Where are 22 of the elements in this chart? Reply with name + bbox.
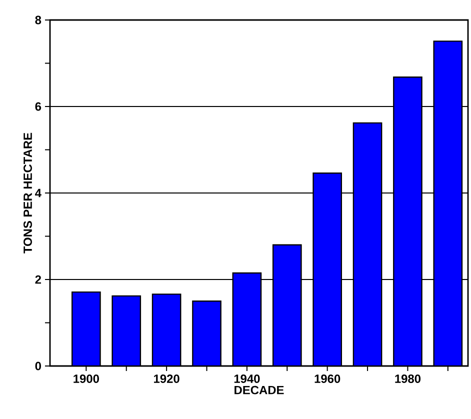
y-tick-label: 2 xyxy=(35,275,42,284)
bar xyxy=(232,273,262,366)
bar xyxy=(152,294,181,366)
bar xyxy=(394,77,422,366)
x-tick-label: 1980 xyxy=(395,374,421,383)
bar xyxy=(433,40,463,366)
x-tick-label: 1900 xyxy=(74,374,99,383)
x-tick-label: 1940 xyxy=(234,374,260,383)
y-tick-label: 4 xyxy=(35,188,42,198)
y-tick-label: 8 xyxy=(35,16,42,24)
x-axis-title: DECADE xyxy=(234,386,284,394)
x-tick-label: 1920 xyxy=(154,374,180,383)
bar xyxy=(72,292,100,366)
y-axis-title: TONS PER HECTARE xyxy=(24,132,32,254)
y-tick-label: 0 xyxy=(35,362,41,370)
bar xyxy=(273,244,302,366)
y-tick-label: 6 xyxy=(35,102,42,111)
bar xyxy=(353,122,382,366)
x-tick-label: 1960 xyxy=(314,374,340,383)
bar xyxy=(192,301,221,366)
bar xyxy=(313,173,342,366)
bar xyxy=(112,296,140,366)
